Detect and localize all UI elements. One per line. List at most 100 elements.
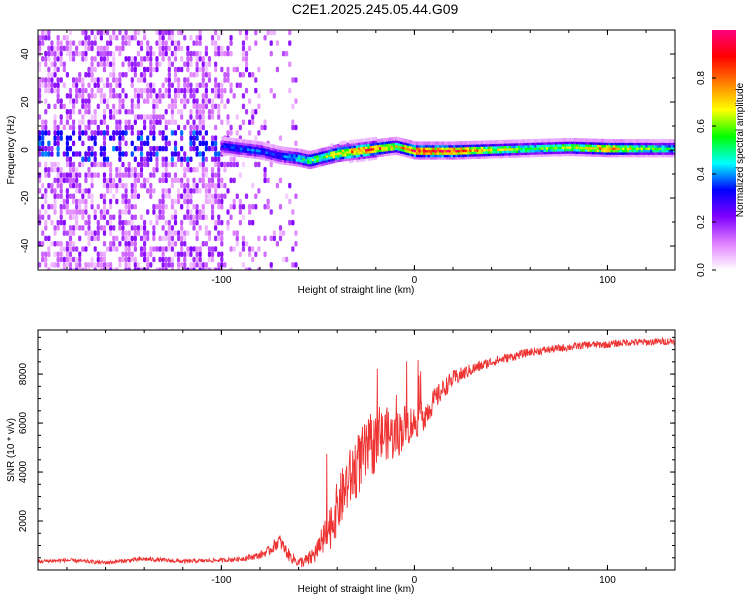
heatmap-cell	[254, 77, 258, 83]
heatmap-cell	[102, 135, 107, 141]
heatmap-cell	[44, 225, 48, 231]
heatmap-cell	[258, 141, 262, 146]
heatmap-cell	[241, 235, 246, 242]
heatmap-cell	[59, 172, 63, 178]
heatmap-cell	[158, 130, 162, 136]
heatmap-cell	[84, 98, 88, 104]
heatmap-cell	[130, 182, 134, 189]
heatmap-cell	[44, 77, 48, 83]
heatmap-cell	[198, 246, 202, 252]
heatmap-cell	[158, 145, 162, 152]
heatmap-cell	[527, 139, 531, 144]
heatmap-cell	[44, 193, 48, 199]
heatmap-cell	[223, 262, 227, 268]
heatmap-cell	[112, 240, 116, 247]
heatmap-cell	[118, 219, 122, 226]
heatmap-cell	[487, 140, 491, 145]
heatmap-cell	[127, 124, 131, 131]
heatmap-cell	[226, 209, 230, 215]
heatmap-cell	[164, 177, 168, 184]
colorbar-tick-label: 0.4	[696, 167, 707, 181]
heatmap-cell	[427, 141, 431, 146]
heatmap-cell	[50, 50, 54, 57]
heatmap-cell	[105, 98, 110, 104]
heatmap-cell	[139, 214, 144, 221]
heatmap-cell	[420, 141, 424, 146]
heatmap-cell	[520, 139, 524, 144]
heatmap-cell	[192, 93, 196, 99]
heatmap-cell	[115, 172, 119, 178]
heatmap-cell	[226, 119, 230, 126]
heatmap-cell	[217, 182, 221, 189]
heatmap-cell	[244, 61, 249, 67]
heatmap-cell	[112, 56, 116, 62]
heatmap-cell	[93, 172, 97, 178]
heatmap-cell	[251, 108, 255, 115]
heatmap-cell	[232, 230, 236, 236]
heatmap-cell	[244, 193, 249, 199]
heatmap-cell	[189, 198, 193, 205]
heatmap-cell	[164, 235, 168, 242]
heatmap-cell	[204, 98, 208, 104]
heatmap-cell	[84, 188, 88, 194]
heatmap-cell	[254, 161, 258, 168]
heatmap-cell	[65, 119, 69, 126]
heatmap-cell	[238, 124, 242, 131]
heatmap-cell	[121, 225, 125, 231]
heatmap-cell	[226, 219, 230, 226]
heatmap-cell	[210, 177, 215, 184]
heatmap-cell	[99, 161, 103, 168]
heatmap-cell	[173, 219, 178, 226]
heatmap-cell	[603, 138, 607, 143]
heatmap-cell	[155, 161, 159, 168]
heatmap-cell	[192, 119, 196, 126]
heatmap-cell	[207, 108, 212, 115]
heatmap-cell	[109, 72, 113, 78]
heatmap-cell	[87, 156, 91, 162]
heatmap-cell	[136, 61, 141, 67]
heatmap-cell	[173, 240, 178, 247]
heatmap-cell	[44, 50, 48, 57]
heatmap-cell	[112, 72, 116, 78]
heatmap-cell	[214, 225, 218, 231]
heatmap-cell	[124, 35, 128, 41]
heatmap-cell	[149, 119, 153, 126]
heatmap-cell	[164, 140, 168, 147]
heatmap-cell	[93, 82, 97, 89]
heatmap-cell	[631, 138, 635, 143]
heatmap-cell	[136, 40, 141, 46]
heatmap-cell	[210, 98, 215, 104]
heatmap-cell	[105, 161, 110, 168]
heatmap-cell	[167, 66, 171, 73]
heatmap-cell	[102, 114, 107, 120]
heatmap-cell	[176, 93, 181, 99]
heatmap-cell	[220, 198, 224, 205]
heatmap-cell	[210, 40, 215, 46]
heatmap-cell	[534, 138, 538, 143]
heatmap-cell	[587, 138, 591, 143]
heatmap-cell	[50, 45, 54, 52]
heatmap-cell	[118, 240, 122, 247]
heatmap-cell	[248, 251, 252, 258]
heatmap-cell	[87, 240, 91, 247]
heatmap-cell	[550, 138, 554, 143]
heatmap-cell	[149, 45, 153, 52]
colorbar-gradient	[712, 30, 736, 270]
heatmap-cell	[158, 246, 162, 252]
heatmap-cell	[90, 177, 94, 184]
heatmap-cell	[186, 267, 190, 270]
heatmap-cell	[170, 240, 175, 247]
heatmap-cell	[164, 50, 168, 57]
heatmap-cell	[164, 40, 168, 46]
heatmap-cell	[295, 148, 299, 153]
heatmap-cell	[192, 188, 196, 194]
heatmap-cell	[161, 188, 165, 194]
heatmap-cell	[81, 87, 85, 94]
heatmap-cell	[161, 56, 165, 62]
heatmap-cell	[143, 35, 147, 41]
heatmap-cell	[297, 148, 301, 153]
heatmap-cell	[115, 188, 119, 194]
heatmap-cell	[102, 82, 107, 89]
x-tick-label: -100	[211, 275, 231, 286]
heatmap-cell	[176, 262, 181, 268]
